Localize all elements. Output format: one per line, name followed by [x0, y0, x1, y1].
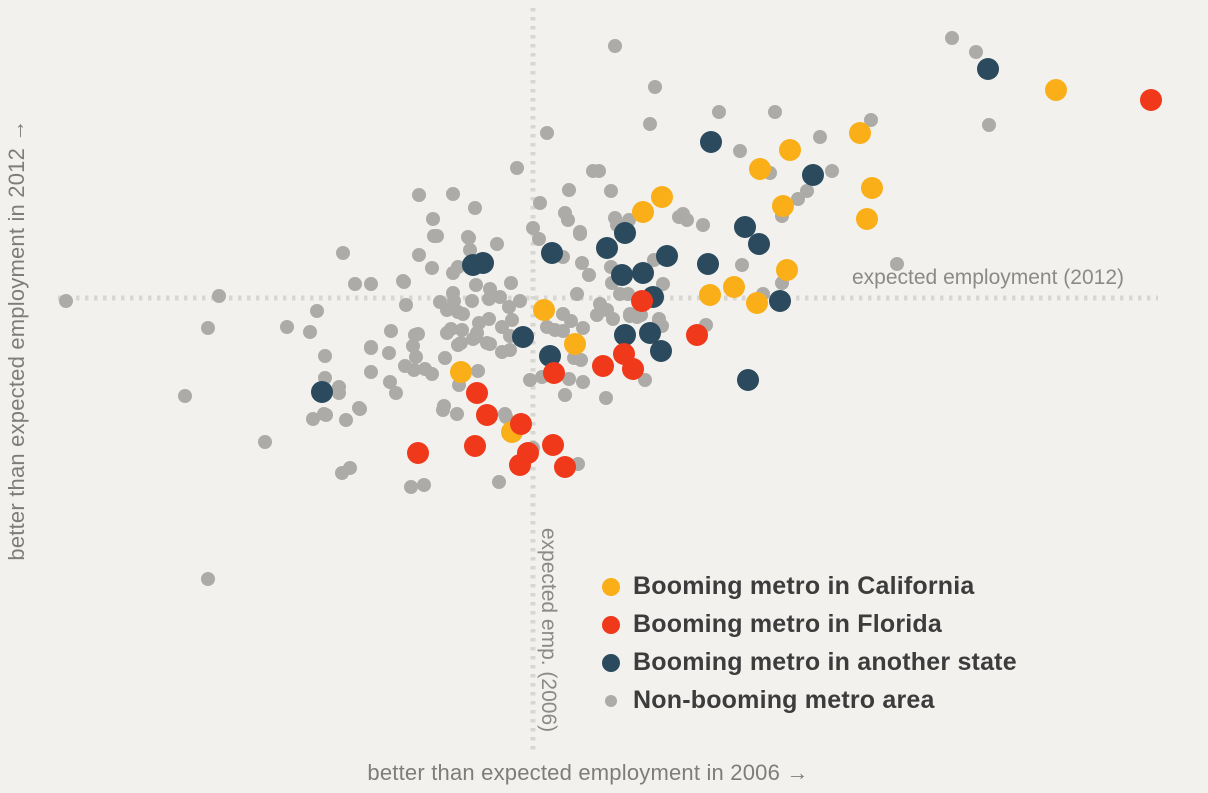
- florida-dot-icon: [602, 615, 620, 634]
- expected-employment-2012-label: expected employment (2012): [852, 266, 1124, 289]
- non-booming-dot-icon: [605, 694, 617, 707]
- california-dot-icon: [602, 577, 620, 596]
- expected-employment-2006-label: expected emp. (2006): [537, 527, 560, 733]
- legend-item-california: Booming metro in California: [602, 572, 1017, 601]
- x-axis-label: better than expected employment in 2006 …: [367, 760, 809, 785]
- legend-item-florida: Booming metro in Florida: [602, 610, 1017, 639]
- legend-label: Booming metro in another state: [633, 648, 1017, 676]
- legend-label: Non-booming metro area: [633, 686, 935, 714]
- y-axis-label: better than expected employment in 2012 …: [4, 119, 29, 561]
- legend-item-another-state: Booming metro in another state: [602, 648, 1017, 677]
- legend: Booming metro in California Booming metr…: [602, 572, 1017, 715]
- legend-label: Booming metro in Florida: [633, 610, 942, 638]
- legend-label: Booming metro in California: [633, 572, 975, 600]
- another-state-dot-icon: [602, 653, 620, 672]
- legend-item-non-booming: Non-booming metro area: [602, 686, 1017, 715]
